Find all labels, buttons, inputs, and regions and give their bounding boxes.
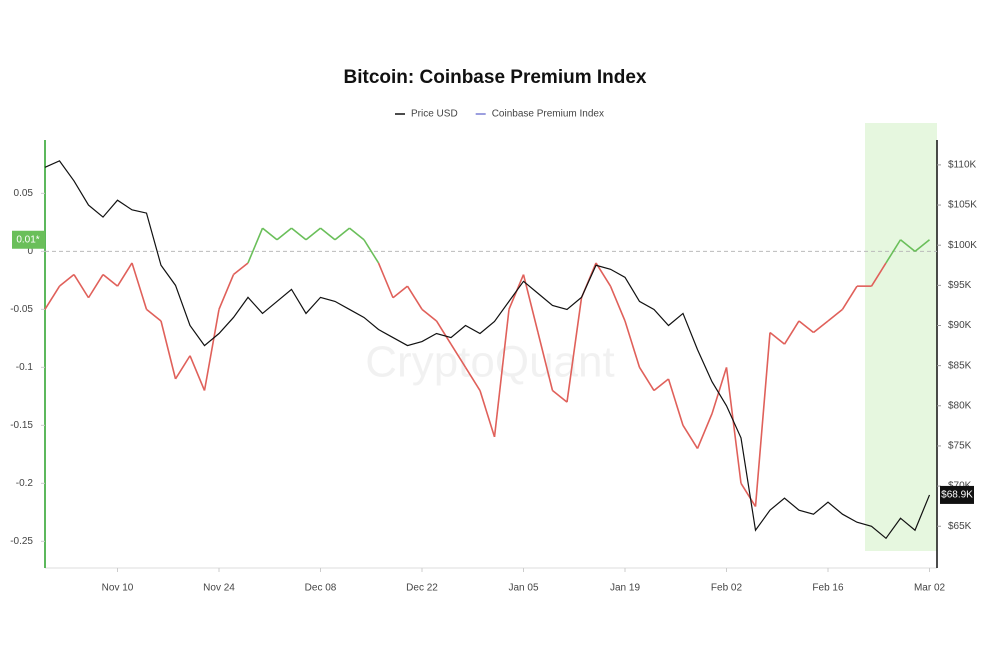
y-tick-label: -0.15 — [10, 420, 33, 431]
premium-segment — [218, 274, 235, 310]
premium-segment — [247, 227, 264, 264]
premium-segment — [798, 320, 814, 334]
premium-segment — [334, 227, 350, 241]
premium-segment — [653, 378, 669, 392]
y2-tick-label: $95K — [948, 280, 972, 291]
premium-segment — [291, 227, 307, 241]
premium-segment — [696, 413, 713, 449]
premium-segment — [233, 262, 249, 276]
y2-tick-label: $85K — [948, 360, 972, 371]
premium-segment — [262, 227, 278, 241]
premium-segment — [552, 389, 568, 403]
premium-segment — [769, 331, 785, 345]
premium-segment — [900, 239, 916, 252]
premium-segment — [885, 239, 902, 264]
premium-segment — [73, 274, 90, 299]
y2-tick-label: $110K — [948, 160, 977, 171]
premium-segment — [392, 285, 408, 299]
premium-segment — [667, 378, 684, 426]
premium-segment — [841, 285, 858, 310]
premium-segment — [435, 320, 452, 345]
x-tick-label: Dec 22 — [406, 583, 438, 594]
x-tick-label: Feb 02 — [711, 583, 743, 594]
y-tick-label: 0.05 — [14, 188, 34, 199]
premium-segment — [566, 297, 583, 403]
premium-segment — [493, 309, 510, 438]
premium-segment — [203, 309, 220, 391]
premium-segment — [87, 274, 104, 299]
chart-title: Bitcoin: Coinbase Premium Index — [344, 67, 647, 88]
x-tick-label: Jan 19 — [610, 583, 640, 594]
premium-segment — [522, 274, 539, 333]
premium-segment — [377, 262, 394, 299]
premium-segment — [624, 320, 641, 368]
x-tick-label: Nov 10 — [102, 583, 134, 594]
x-tick-label: Dec 08 — [305, 583, 337, 594]
price-tag: $68.9K — [941, 490, 973, 501]
y-tick-label: -0.2 — [16, 478, 34, 489]
premium-segment — [174, 355, 191, 380]
premium-segment — [450, 343, 467, 368]
premium-segment — [479, 390, 496, 438]
premium-segment — [711, 367, 728, 414]
premium-segment — [160, 320, 177, 380]
x-tick-label: Nov 24 — [203, 583, 235, 594]
price-line — [44, 160, 931, 540]
watermark: CryptoQuant — [365, 338, 614, 387]
premium-segment — [813, 320, 829, 334]
premium-segment — [827, 308, 843, 322]
premium-segment — [725, 367, 742, 484]
premium-segment — [537, 332, 554, 391]
y-tick-label: -0.25 — [10, 536, 33, 547]
premium-segment — [320, 227, 336, 241]
premium-segment — [363, 239, 380, 264]
y2-tick-label: $80K — [948, 400, 972, 411]
premium-segment — [783, 320, 800, 345]
premium-segment — [421, 308, 437, 322]
premium-segment — [638, 366, 655, 391]
premium-segment — [682, 424, 699, 449]
premium-segment — [740, 482, 757, 507]
legend-label: Coinbase Premium Index — [492, 109, 604, 120]
y-tick-label: -0.1 — [16, 362, 34, 373]
premium-segment — [44, 285, 61, 310]
premium-segment — [349, 227, 365, 241]
premium-segment — [59, 273, 75, 287]
premium-segment — [189, 355, 206, 391]
y2-tick-label: $90K — [948, 320, 972, 331]
x-tick-label: Mar 02 — [914, 583, 946, 594]
legend-label: Price USD — [411, 109, 458, 120]
premium-segment — [406, 285, 423, 310]
premium-segment — [102, 273, 118, 287]
premium-tag: 0.01* — [16, 234, 39, 245]
premium-segment — [146, 308, 162, 322]
x-tick-label: Jan 05 — [508, 583, 538, 594]
premium-segment — [870, 262, 887, 287]
y-tick-label: -0.05 — [10, 304, 33, 315]
premium-segment — [754, 332, 771, 507]
premium-segment — [131, 262, 148, 310]
price-tag-bg — [940, 485, 974, 504]
premium-segment — [609, 285, 626, 322]
x-tick-label: Feb 16 — [812, 583, 844, 594]
premium-segment — [116, 262, 133, 287]
y2-tick-label: $65K — [948, 521, 972, 532]
premium-segment — [595, 262, 612, 287]
premium-segment — [276, 227, 292, 241]
y2-tick-label: $100K — [948, 240, 977, 251]
premium-segment — [464, 366, 481, 391]
premium-segment — [914, 239, 930, 252]
highlight-region — [865, 123, 937, 551]
y2-tick-label: $105K — [948, 200, 977, 211]
y2-tick-label: $75K — [948, 441, 972, 452]
premium-segment — [305, 227, 321, 241]
premium-tag-bg — [12, 230, 45, 249]
y-tick-label: 0 — [27, 246, 33, 257]
